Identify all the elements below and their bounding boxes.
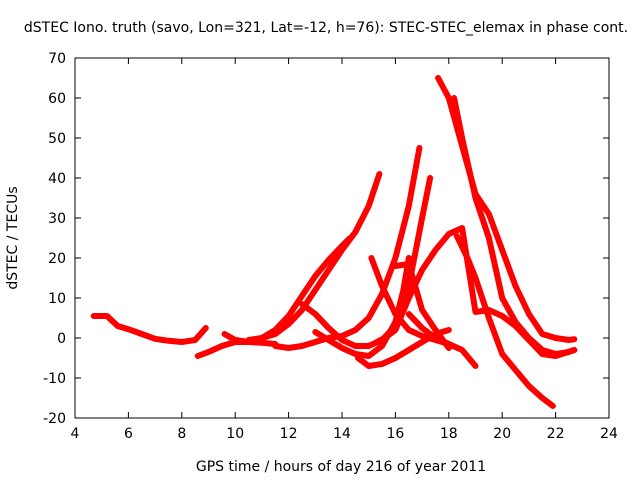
x-tick-label-10: 10 <box>226 426 244 442</box>
series-line-5 <box>272 145 423 351</box>
y-tick-label-60: 60 <box>48 91 66 107</box>
x-axis-label: GPS time / hours of day 216 of year 2011 <box>196 459 486 475</box>
series-line-1 <box>90 313 209 345</box>
x-tick-label-4: 4 <box>71 426 80 442</box>
y-tick-label-10: 10 <box>48 291 66 307</box>
y-axis-label: dSTEC / TECUs <box>5 186 21 289</box>
series-line-6 <box>298 175 434 349</box>
series-line-10 <box>392 261 452 351</box>
series-line-7 <box>312 255 412 359</box>
y-tick-label-20: 20 <box>48 251 66 267</box>
x-tick-label-14: 14 <box>333 426 351 442</box>
x-tick-label-6: 6 <box>124 426 133 442</box>
x-tick-label-20: 20 <box>493 426 511 442</box>
series-line-12 <box>405 311 479 369</box>
series-line-3 <box>221 235 353 345</box>
x-tick-label-18: 18 <box>440 426 458 442</box>
x-tick-label-22: 22 <box>547 426 565 442</box>
series-line-15 <box>451 95 578 357</box>
y-tick-label--10: -10 <box>43 371 66 387</box>
y-tick-label-70: 70 <box>48 51 66 67</box>
x-tick-label-16: 16 <box>386 426 404 442</box>
x-tick-label-12: 12 <box>280 426 298 442</box>
x-tick-label-24: 24 <box>600 426 618 442</box>
y-tick-label-30: 30 <box>48 211 66 227</box>
y-tick-label-50: 50 <box>48 131 66 147</box>
plot-frame <box>74 57 610 419</box>
chart-title: dSTEC Iono. truth (savo, Lon=321, Lat=-1… <box>24 20 628 36</box>
series-line-14 <box>453 233 556 409</box>
plot-area: 4 6 8 10 12 14 16 18 20 22 24 -20 -10 0 10 20 30 40 50 60 70 <box>43 51 618 442</box>
x-tick-label-8: 8 <box>177 426 186 442</box>
series-line-4 <box>245 171 383 343</box>
y-tick-label--20: -20 <box>43 411 66 427</box>
series-line-2 <box>194 339 279 359</box>
y-tick-label-0: 0 <box>57 331 66 347</box>
y-tick-label-40: 40 <box>48 171 66 187</box>
